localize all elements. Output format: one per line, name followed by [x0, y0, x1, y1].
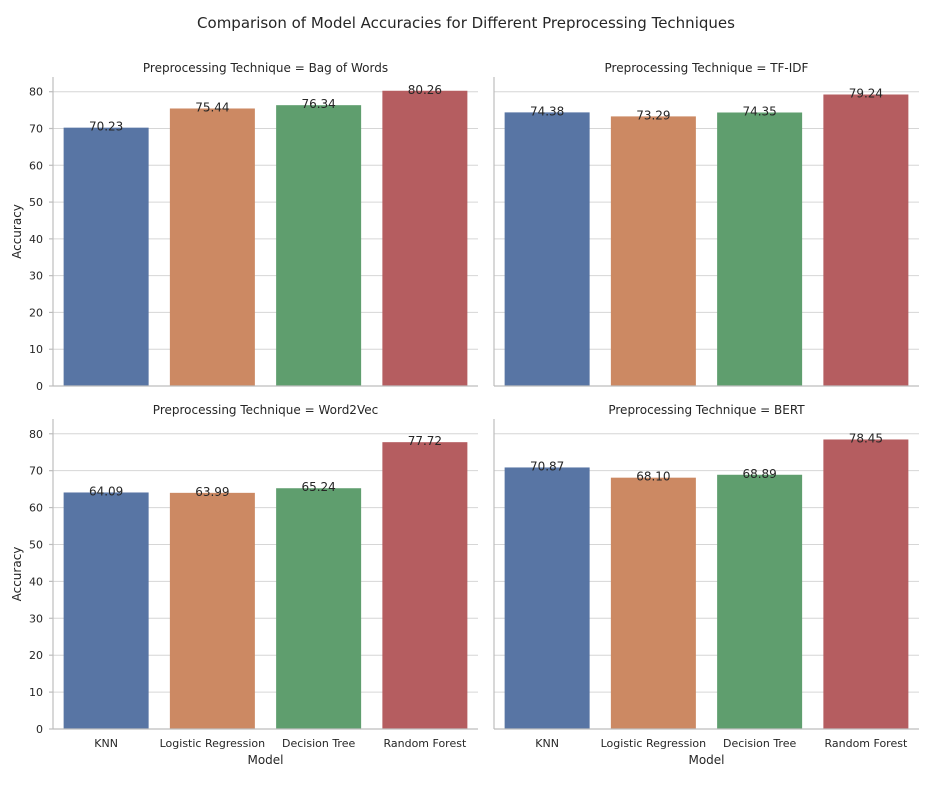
panel-1-y-tick-label: 70: [29, 123, 43, 136]
panel-3-title: Preprocessing Technique = Word2Vec: [153, 403, 378, 417]
panel-4-x-axis-label: Model: [688, 753, 724, 767]
panel-2-value-label-2: 73.29: [636, 108, 670, 122]
panel-3-x-tick-label: Random Forest: [383, 737, 466, 750]
panel-2-value-label-4: 79.24: [849, 87, 883, 101]
panel-3-x-tick-label: Decision Tree: [282, 737, 355, 750]
panel-4-title: Preprocessing Technique = BERT: [608, 403, 805, 417]
panel-1-y-tick-label: 20: [29, 306, 43, 319]
panel-1-bar-3: [276, 105, 362, 386]
panel-3-y-tick-label: 20: [29, 649, 43, 662]
panel-3-y-tick-label: 10: [29, 686, 43, 699]
panel-1-y-tick-label: 80: [29, 86, 43, 99]
panel-4-x-tick-label: Random Forest: [824, 737, 907, 750]
panel-3-value-label-1: 64.09: [89, 484, 123, 498]
panel-2-value-label-1: 74.38: [530, 104, 564, 118]
panel-2-value-label-3: 74.35: [742, 104, 776, 118]
panel-4-value-label-2: 68.10: [636, 470, 670, 484]
panel-3-y-axis-label: Accuracy: [10, 547, 24, 602]
panel-3-y-tick-label: 0: [36, 723, 43, 736]
panel-1-bar-4: [382, 90, 468, 386]
panel-1-value-label-1: 70.23: [89, 120, 123, 134]
panel-1-value-label-3: 76.34: [301, 97, 335, 111]
panel-4-value-label-4: 78.45: [849, 431, 883, 445]
panel-2-bar-3: [717, 112, 803, 386]
panel-4-bar-4: [823, 439, 909, 729]
panel-3-x-tick-label: Logistic Regression: [160, 737, 266, 750]
panel-3-bar-1: [63, 492, 149, 729]
chart-title: Comparison of Model Accuracies for Diffe…: [197, 14, 735, 32]
panel-1-y-tick-label: 30: [29, 270, 43, 283]
panel-4-x-tick-label: Decision Tree: [723, 737, 796, 750]
panel-3-y-tick-label: 50: [29, 538, 43, 551]
panel-1-value-label-4: 80.26: [408, 83, 442, 97]
panel-1-y-tick-label: 0: [36, 380, 43, 393]
panel-3-y-tick-label: 30: [29, 612, 43, 625]
panel-2-bar-1: [504, 112, 590, 387]
panel-3-value-label-3: 65.24: [301, 480, 335, 494]
panel-1-y-tick-label: 10: [29, 343, 43, 356]
panel-4-value-label-1: 70.87: [530, 459, 564, 473]
panel-3-bar-4: [382, 442, 468, 729]
panel-3-y-tick-label: 70: [29, 465, 43, 478]
panel-3-y-tick-label: 80: [29, 428, 43, 441]
panel-3-value-label-4: 77.72: [408, 434, 442, 448]
panel-3-y-tick-label: 60: [29, 502, 43, 515]
panel-1-y-axis-label: Accuracy: [10, 204, 24, 259]
panel-2-bar-4: [823, 94, 909, 386]
panel-1-y-tick-label: 60: [29, 159, 43, 172]
panel-1-y-tick-label: 40: [29, 233, 43, 246]
panel-4-bar-2: [610, 477, 696, 729]
panel-2-title: Preprocessing Technique = TF-IDF: [605, 61, 809, 75]
panel-3-value-label-2: 63.99: [195, 485, 229, 499]
panel-3-x-axis-label: Model: [247, 753, 283, 767]
panel-3-bar-3: [276, 488, 362, 729]
panel-3-y-tick-label: 40: [29, 575, 43, 588]
panel-1-bar-2: [169, 108, 255, 386]
panel-3-x-tick-label: KNN: [94, 737, 118, 750]
panel-4-bar-3: [717, 474, 803, 729]
panel-1-bar-1: [63, 127, 149, 386]
panel-4-x-tick-label: KNN: [535, 737, 559, 750]
panel-4-bar-1: [504, 467, 590, 729]
panel-2-bar-2: [610, 116, 696, 387]
panel-3-bar-2: [169, 492, 255, 729]
panel-1-y-tick-label: 50: [29, 196, 43, 209]
panel-1-value-label-2: 75.44: [195, 100, 229, 114]
panel-4-x-tick-label: Logistic Regression: [601, 737, 707, 750]
panel-1-title: Preprocessing Technique = Bag of Words: [143, 61, 388, 75]
panel-4-value-label-3: 68.89: [742, 467, 776, 481]
